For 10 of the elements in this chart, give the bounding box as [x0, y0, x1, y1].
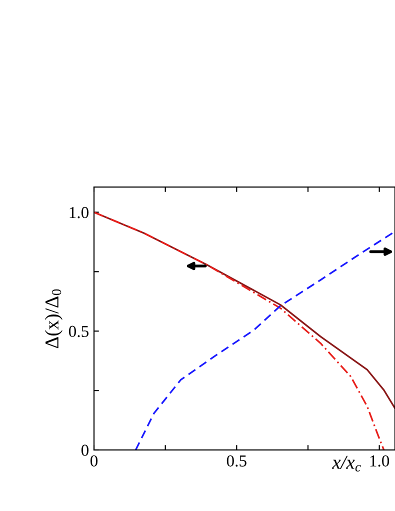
line-series [94, 211, 385, 450]
x-axis-title: x/x$_{c}$ [332, 456, 361, 472]
y-tick-label: 1.0 [70, 206, 89, 218]
line-series [134, 230, 395, 450]
y-axis-title: Δ(x)/Δ$_{0}$ [44, 289, 63, 348]
x-tick-label: 0 [90, 455, 98, 467]
y-tick-label: 0 [81, 444, 89, 456]
y-tick-label: 0.5 [68, 326, 88, 338]
x-tick-label: 1.0 [370, 455, 390, 467]
x-tick-label: 0.5 [226, 455, 246, 467]
